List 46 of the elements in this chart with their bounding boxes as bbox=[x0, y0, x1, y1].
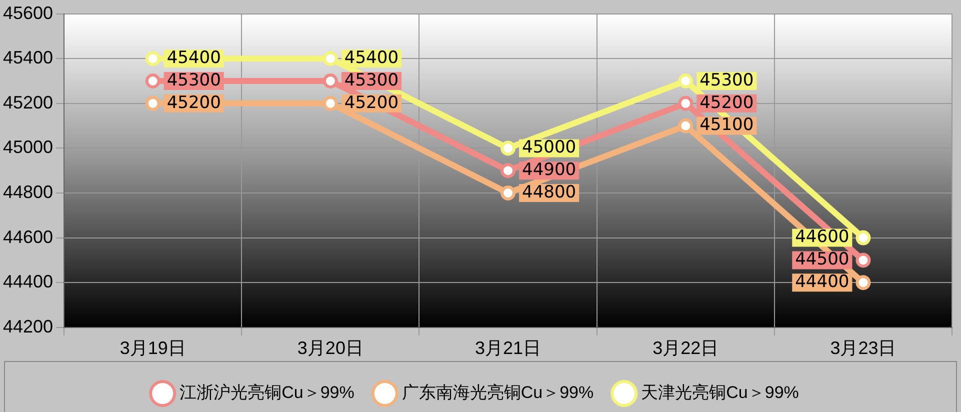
data-label: 45100 bbox=[700, 115, 754, 136]
data-label: 44400 bbox=[795, 272, 850, 292]
point bbox=[678, 74, 694, 88]
data-label: 44900 bbox=[522, 160, 576, 180]
legend-label: 江浙沪光亮铜Cu＞99% bbox=[180, 383, 354, 402]
x-tick-label: 3月21日 bbox=[475, 338, 542, 358]
point bbox=[856, 275, 871, 290]
data-label: 44800 bbox=[522, 182, 576, 202]
data-label: 45200 bbox=[344, 92, 399, 113]
y-tick-label: 44600 bbox=[2, 226, 54, 247]
legend-label: 天津光亮铜Cu＞99% bbox=[641, 383, 799, 402]
data-label: 45300 bbox=[166, 70, 221, 90]
data-label: 45300 bbox=[700, 70, 754, 90]
point bbox=[322, 96, 338, 111]
x-tick-label: 3月19日 bbox=[120, 338, 186, 358]
data-label: 44600 bbox=[795, 227, 850, 248]
point bbox=[500, 140, 516, 156]
y-tick-label: 44200 bbox=[2, 316, 54, 336]
y-tick-label: 45600 bbox=[2, 2, 54, 23]
point bbox=[145, 96, 160, 111]
data-label: 45200 bbox=[166, 92, 221, 113]
point bbox=[145, 74, 160, 88]
x-tick-label: 3月23日 bbox=[830, 338, 896, 358]
point bbox=[500, 163, 516, 178]
data-label: 44500 bbox=[795, 250, 850, 270]
point bbox=[678, 118, 694, 134]
x-tick-label: 3月22日 bbox=[652, 338, 719, 358]
y-tick-label: 45400 bbox=[2, 48, 54, 68]
point bbox=[856, 252, 871, 268]
data-label: 45000 bbox=[522, 138, 576, 158]
point bbox=[500, 186, 516, 200]
data-label: 45400 bbox=[344, 48, 399, 68]
y-tick-label: 44400 bbox=[2, 272, 54, 292]
legend-label: 广东南海光亮铜Cu＞99% bbox=[402, 383, 594, 402]
y-tick-label: 45200 bbox=[2, 92, 54, 112]
point bbox=[322, 74, 338, 88]
y-tick-label: 45000 bbox=[2, 137, 54, 158]
data-label: 45300 bbox=[344, 70, 399, 90]
point bbox=[145, 51, 160, 66]
data-label: 45400 bbox=[166, 48, 221, 68]
y-tick-label: 44800 bbox=[2, 182, 54, 202]
point bbox=[322, 51, 338, 66]
point bbox=[678, 96, 694, 111]
x-tick-label: 3月20日 bbox=[297, 338, 364, 358]
data-label: 45200 bbox=[700, 92, 754, 113]
point bbox=[856, 230, 871, 246]
